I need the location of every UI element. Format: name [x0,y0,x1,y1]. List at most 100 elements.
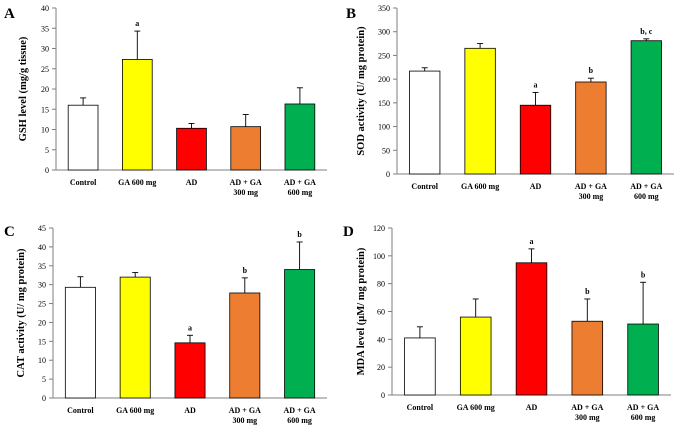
panel-d: D 0 20 40 60 80 100 120 MDA level (µM/ mg protei… [343,224,671,422]
bar [630,40,662,175]
x-tick-label: 300 mg [575,413,600,422]
significance-label: b [585,287,590,296]
y-tick-label: 5 [42,375,46,384]
bar [404,337,436,396]
x-tick-label: 600 mg [287,416,312,425]
bar [176,127,207,171]
y-tick-label: 150 [378,99,390,108]
y-tick-label: 0 [45,166,49,175]
significance-label: b [589,66,594,75]
x-tick-label: AD + GA [630,182,662,191]
x-tick-label: 600 mg [634,192,659,201]
y-axis-label: GSH level (mg/g tissue) [18,36,29,141]
bar [515,262,548,396]
panel-a: A 0 5 10 15 20 25 30 35 40 GSH level (mg/g tissue)… [4,4,327,197]
y-tick-label: 45 [38,224,46,233]
y-tick-label: 25 [41,65,49,74]
y-tick-label: 25 [38,300,46,309]
y-tick-label: 40 [377,335,385,344]
x-tick-label: Control [407,403,434,412]
y-tick-label: 30 [38,281,46,290]
x-tick-label: 300 mg [579,192,604,201]
x-tick-label: 300 mg [233,188,258,197]
y-tick-label: 35 [38,262,46,271]
bar [121,59,153,171]
x-tick-label: AD + GA [284,406,316,415]
y-tick-label: 0 [386,170,390,179]
bar [464,47,496,175]
significance-label: b [297,230,302,239]
panel-letter-a: A [4,6,15,22]
bar [571,320,604,396]
x-tick-label: GA 600 mg [461,182,499,191]
bar [119,276,151,399]
y-axis-label: CAT activity (U/ mg protein) [16,248,27,377]
x-tick-label: AD + GA [575,182,607,191]
y-tick-label: 10 [38,356,46,365]
y-tick-label: 20 [38,318,46,327]
y-tick-label: 100 [378,123,390,132]
panel-letter-d: D [343,224,354,240]
y-tick-label: 50 [382,146,390,155]
y-tick-label: 30 [41,45,49,54]
y-tick-label: 60 [377,308,385,317]
x-tick-label: AD + GA [571,403,603,412]
panel-c: C 0 5 10 15 20 25 30 35 40 45 CAT activity (U/ mg p… [4,224,327,425]
significance-label: b [243,266,248,275]
x-tick-label: AD + GA [230,178,262,187]
significance-label: a [188,323,192,332]
x-tick-label: AD [526,403,538,412]
panel-letter-c: C [4,224,15,240]
bar [519,104,552,175]
significance-label: a [135,19,139,28]
x-tick-label: AD [184,406,196,415]
x-tick-label: 600 mg [288,188,313,197]
bar [64,286,96,399]
significance-label: a [530,237,534,246]
x-tick-label: 600 mg [631,413,656,422]
bar [174,342,206,399]
significance-label: b, c [640,27,652,36]
y-tick-label: 20 [41,85,49,94]
bar [284,103,316,171]
x-tick-label: AD [530,182,542,191]
y-tick-label: 10 [41,126,49,135]
significance-label: a [534,80,538,89]
y-axis-label: SOD activity (U/ mg protein) [356,26,367,156]
y-tick-label: 350 [378,4,390,13]
x-tick-label: 300 mg [232,416,257,425]
bar [459,316,492,396]
x-tick-label: AD + GA [229,406,261,415]
y-tick-label: 300 [378,28,390,37]
bar [230,126,262,171]
y-tick-label: 20 [377,363,385,372]
y-tick-label: 40 [41,4,49,13]
y-tick-label: 100 [373,252,385,261]
y-tick-label: 0 [42,394,46,403]
x-tick-label: AD + GA [627,403,659,412]
bar [284,269,316,399]
x-tick-label: Control [67,406,94,415]
y-tick-label: 120 [373,224,385,233]
x-tick-label: Control [70,178,97,187]
bar [409,70,441,175]
y-tick-label: 15 [38,337,46,346]
y-tick-label: 35 [41,24,49,33]
y-tick-label: 250 [378,51,390,60]
y-tick-label: 0 [381,391,385,400]
x-tick-label: AD + GA [284,178,316,187]
x-tick-label: AD [186,178,198,187]
y-axis-label: MDA level (µM/ mg protein) [356,247,367,375]
x-tick-label: GA 600 mg [457,403,495,412]
x-tick-label: GA 600 mg [118,178,156,187]
panel-letter-b: B [346,6,356,22]
significance-label: b [641,270,646,279]
x-tick-label: Control [411,182,438,191]
bar [627,323,659,396]
y-tick-label: 5 [45,146,49,155]
x-tick-label: GA 600 mg [116,406,154,415]
y-tick-label: 15 [41,105,49,114]
y-tick-label: 80 [377,280,385,289]
panel-b: B 0 50 100 150 200 250 300 350 SOD activity (U/ m… [346,4,674,201]
